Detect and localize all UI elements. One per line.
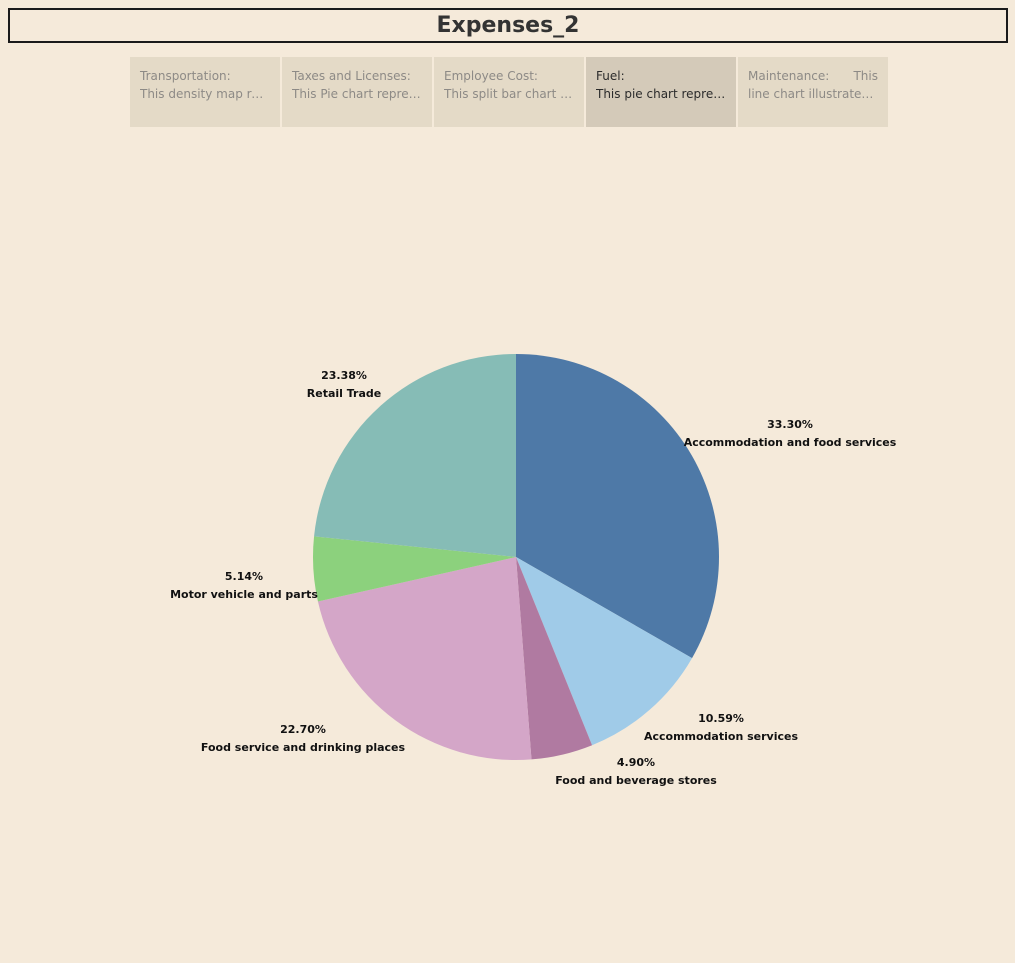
story-navigator: Transportation: This density map repr.. … — [130, 57, 888, 127]
story-tab-maintenance[interactable]: Maintenance: This line chart illustrates… — [738, 57, 888, 127]
pie-slice-value-label: 4.90% — [617, 756, 655, 769]
pie-slice-category-label: Retail Trade — [307, 387, 381, 400]
story-tab-label-extra: This — [853, 69, 878, 83]
pie-slice-value-label: 33.30% — [767, 418, 813, 431]
pie-slice-category-label: Food service and drinking places — [201, 741, 406, 754]
dashboard-title-bar: Expenses_2 — [8, 8, 1008, 43]
story-tab-label: Employee Cost: — [444, 69, 538, 83]
pie-slice-value-label: 23.38% — [321, 369, 367, 382]
pie-slice-food-service-and-drinking-places[interactable] — [317, 557, 532, 761]
story-tab-label: Maintenance: — [748, 69, 830, 83]
pie-slice-value-label: 10.59% — [698, 712, 744, 725]
pie-slice-accommodation-and-food-services[interactable] — [516, 354, 720, 659]
pie-labels: 33.30% Accommodation and food services 10.… — [170, 369, 897, 787]
story-tab-taxes-and-licenses[interactable]: Taxes and Licenses: This Pie chart repre… — [282, 57, 432, 127]
story-tab-label: Fuel: — [596, 69, 625, 83]
pie-slices — [312, 354, 720, 761]
pie-slice-accommodation-services[interactable] — [516, 557, 693, 746]
pie-slice-category-label: Accommodation services — [644, 730, 798, 743]
pie-slice-value-label: 5.14% — [225, 570, 263, 583]
story-tab-label: Taxes and Licenses: — [292, 69, 411, 83]
story-tab-label: Transportation: — [140, 69, 231, 83]
story-tab-employee-cost[interactable]: Employee Cost: This split bar chart pr.. — [434, 57, 584, 127]
dashboard-title: Expenses_2 — [436, 13, 580, 38]
pie-slice-retail-trade[interactable] — [314, 354, 516, 557]
pie-slice-category-label: Accommodation and food services — [684, 436, 897, 449]
story-tab-transportation[interactable]: Transportation: This density map repr.. — [130, 57, 280, 127]
pie-slice-category-label: Motor vehicle and parts — [170, 588, 318, 601]
pie-slice-food-and-beverage-stores[interactable] — [516, 557, 593, 760]
pie-slice-category-label: Food and beverage stores — [555, 774, 717, 787]
pie-slice-value-label: 22.70% — [280, 723, 326, 736]
pie-slice-motor-vehicle-and-parts[interactable] — [312, 536, 516, 602]
story-tab-fuel[interactable]: Fuel: This pie chart represe.. — [586, 57, 736, 127]
